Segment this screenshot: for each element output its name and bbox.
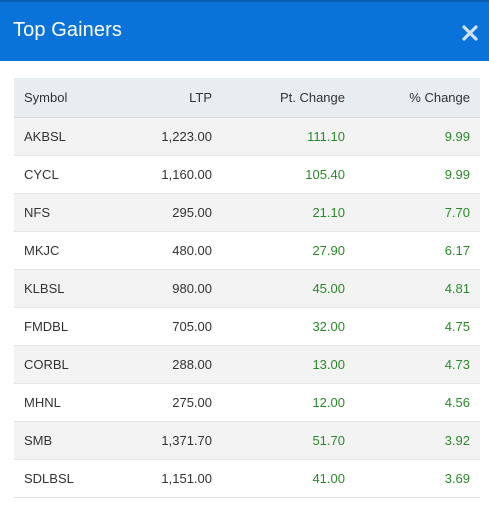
table-row[interactable]: CORBL 288.00 13.00 4.73 (14, 345, 480, 384)
cell-ltp: 1,160.00 (114, 155, 222, 194)
table-row[interactable]: CYCL 1,160.00 105.40 9.99 (14, 155, 480, 194)
cell-pct-change: 4.81 (355, 269, 480, 308)
top-edge-divider (0, 0, 489, 2)
table-header-row: Symbol LTP Pt. Change % Change (14, 78, 480, 118)
cell-pt-change: 111.10 (222, 117, 355, 156)
table-body: AKBSL 1,223.00 111.10 9.99 CYCL 1,160.00 105.4… (14, 117, 480, 498)
cell-pt-change: 13.00 (222, 345, 355, 384)
column-header-pct-change[interactable]: % Change (355, 78, 480, 118)
cell-ltp: 275.00 (114, 383, 222, 422)
cell-symbol: CORBL (14, 345, 114, 384)
cell-ltp: 705.00 (114, 307, 222, 346)
cell-symbol: NFS (14, 193, 114, 232)
table-row[interactable]: KLBSL 980.00 45.00 4.81 (14, 269, 480, 308)
cell-ltp: 480.00 (114, 231, 222, 270)
cell-pct-change: 3.69 (355, 459, 480, 498)
cell-ltp: 295.00 (114, 193, 222, 232)
cell-pct-change: 3.92 (355, 421, 480, 460)
cell-pct-change: 7.70 (355, 193, 480, 232)
cell-pct-change: 9.99 (355, 155, 480, 194)
cell-ltp: 1,151.00 (114, 459, 222, 498)
column-header-ltp[interactable]: LTP (114, 78, 222, 118)
cell-symbol: KLBSL (14, 269, 114, 308)
column-header-symbol[interactable]: Symbol (14, 78, 114, 118)
cell-ltp: 980.00 (114, 269, 222, 308)
table-row[interactable]: AKBSL 1,223.00 111.10 9.99 (14, 117, 480, 156)
cell-symbol: CYCL (14, 155, 114, 194)
cell-pt-change: 105.40 (222, 155, 355, 194)
column-header-pt-change[interactable]: Pt. Change (222, 78, 355, 118)
cell-ltp: 288.00 (114, 345, 222, 384)
cell-pct-change: 4.56 (355, 383, 480, 422)
cell-pt-change: 21.10 (222, 193, 355, 232)
cell-pt-change: 27.90 (222, 231, 355, 270)
cell-pt-change: 51.70 (222, 421, 355, 460)
table-row[interactable]: MKJC 480.00 27.90 6.17 (14, 231, 480, 270)
cell-pct-change: 4.73 (355, 345, 480, 384)
cell-pct-change: 6.17 (355, 231, 480, 270)
gainers-table: Symbol LTP Pt. Change % Change AKBSL 1,22… (14, 78, 480, 498)
modal-header: Top Gainers (0, 2, 489, 61)
gainers-table-container: Symbol LTP Pt. Change % Change AKBSL 1,22… (14, 78, 480, 498)
table-row[interactable]: SMB 1,371.70 51.70 3.92 (14, 421, 480, 460)
cell-symbol: SDLBSL (14, 459, 114, 498)
cell-pct-change: 4.75 (355, 307, 480, 346)
table-row[interactable]: SDLBSL 1,151.00 41.00 3.69 (14, 459, 480, 498)
cell-symbol: AKBSL (14, 117, 114, 156)
table-row[interactable]: NFS 295.00 21.10 7.70 (14, 193, 480, 232)
cell-symbol: FMDBL (14, 307, 114, 346)
cell-ltp: 1,371.70 (114, 421, 222, 460)
cell-pt-change: 41.00 (222, 459, 355, 498)
table-header: Symbol LTP Pt. Change % Change (14, 78, 480, 118)
close-icon (462, 24, 478, 41)
modal-title: Top Gainers (13, 19, 122, 41)
cell-pt-change: 12.00 (222, 383, 355, 422)
cell-pct-change: 9.99 (355, 117, 480, 156)
cell-ltp: 1,223.00 (114, 117, 222, 156)
cell-pt-change: 45.00 (222, 269, 355, 308)
table-row[interactable]: FMDBL 705.00 32.00 4.75 (14, 307, 480, 346)
table-row[interactable]: MHNL 275.00 12.00 4.56 (14, 383, 480, 422)
cell-symbol: SMB (14, 421, 114, 460)
cell-pt-change: 32.00 (222, 307, 355, 346)
cell-symbol: MHNL (14, 383, 114, 422)
cell-symbol: MKJC (14, 231, 114, 270)
close-button[interactable] (459, 22, 481, 44)
